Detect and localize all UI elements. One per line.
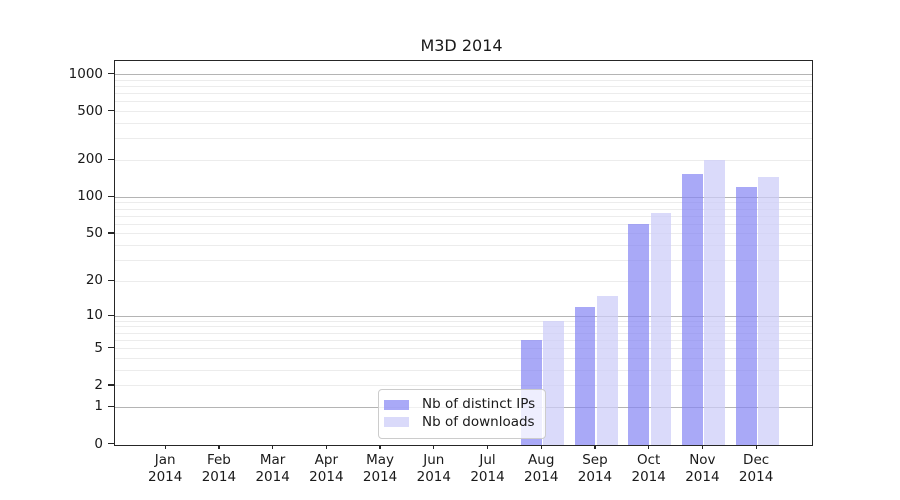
gridline-minor bbox=[114, 223, 812, 225]
gridline-minor bbox=[114, 79, 812, 81]
y-tick bbox=[107, 443, 114, 445]
gridline-minor bbox=[114, 233, 812, 235]
legend-label-distinct-ips: Nb of distinct IPs bbox=[422, 396, 536, 413]
y-tick bbox=[107, 110, 114, 112]
y-tick bbox=[107, 314, 114, 316]
x-tick bbox=[594, 444, 596, 449]
y-tick bbox=[107, 195, 114, 198]
x-tick bbox=[755, 444, 757, 449]
gridline-minor bbox=[114, 260, 812, 262]
gridline-minor bbox=[114, 339, 812, 341]
x-tick bbox=[433, 444, 435, 449]
gridline-minor bbox=[114, 280, 812, 282]
gridline-minor bbox=[114, 159, 812, 161]
x-tick bbox=[379, 444, 381, 449]
y-tick-label: 1000 bbox=[68, 65, 103, 82]
x-tick-label: Mar 2014 bbox=[255, 451, 290, 485]
y-tick-label: 2 bbox=[94, 376, 103, 393]
x-tick-label: Sep 2014 bbox=[577, 451, 613, 485]
bar-downloads-nov-2014 bbox=[704, 160, 726, 445]
y-tick-label: 500 bbox=[77, 102, 103, 119]
x-tick-label: Dec 2014 bbox=[738, 451, 774, 485]
x-tick-label: Jan 2014 bbox=[148, 451, 183, 485]
x-tick bbox=[325, 444, 327, 449]
gridline-minor bbox=[114, 369, 812, 371]
gridline-minor bbox=[114, 208, 812, 210]
y-tick-label: 0 bbox=[94, 435, 103, 452]
x-tick-label: Nov 2014 bbox=[685, 451, 720, 485]
gridline-minor bbox=[114, 101, 812, 103]
gridline-minor bbox=[114, 202, 812, 204]
y-tick-label: 5 bbox=[94, 339, 103, 356]
legend-label-downloads: Nb of downloads bbox=[422, 413, 535, 430]
x-tick-label: Apr 2014 bbox=[309, 451, 344, 485]
gridline-major bbox=[114, 196, 812, 198]
legend-item-distinct-ips: Nb of distinct IPs bbox=[384, 396, 540, 413]
x-tick bbox=[648, 444, 650, 449]
gridline-minor bbox=[114, 245, 812, 247]
y-tick-label: 10 bbox=[85, 307, 103, 324]
x-tick bbox=[164, 444, 166, 449]
y-tick bbox=[107, 347, 114, 349]
x-tick-label: Jun 2014 bbox=[416, 451, 451, 485]
x-tick-label: Feb 2014 bbox=[201, 451, 237, 485]
y-tick bbox=[107, 405, 114, 408]
bar-downloads-oct-2014 bbox=[650, 212, 672, 445]
bar-downloads-sep-2014 bbox=[596, 296, 618, 445]
gridline-minor bbox=[114, 85, 812, 87]
x-tick-label: Oct 2014 bbox=[631, 451, 666, 485]
x-tick bbox=[218, 444, 220, 449]
y-tick-label: 100 bbox=[77, 188, 103, 205]
gridline-minor bbox=[114, 138, 812, 140]
gridline-minor bbox=[114, 111, 812, 113]
x-tick bbox=[272, 444, 274, 449]
x-tick bbox=[540, 444, 542, 449]
bar-downloads-aug-2014 bbox=[543, 321, 564, 445]
gridline-major bbox=[114, 315, 812, 317]
bar-downloads-dec-2014 bbox=[758, 176, 779, 445]
bar-distinct-ips-nov-2014 bbox=[682, 174, 703, 445]
chart-title: M3D 2014 bbox=[420, 36, 503, 55]
gridline-major bbox=[114, 74, 812, 76]
y-tick bbox=[107, 384, 114, 386]
gridline-minor bbox=[114, 326, 812, 328]
bar-distinct-ips-oct-2014 bbox=[628, 224, 650, 445]
gridline-minor bbox=[114, 215, 812, 217]
x-tick bbox=[701, 444, 703, 449]
plot-area bbox=[113, 60, 813, 446]
gridline-minor bbox=[114, 332, 812, 334]
gridline-minor bbox=[114, 93, 812, 95]
legend-item-downloads: Nb of downloads bbox=[384, 414, 540, 431]
legend-swatch-downloads-icon bbox=[384, 417, 409, 428]
y-tick-label: 1 bbox=[94, 398, 103, 415]
y-tick bbox=[107, 279, 114, 282]
x-tick bbox=[486, 444, 489, 449]
gridline-minor bbox=[114, 385, 812, 387]
y-tick bbox=[107, 158, 114, 161]
y-tick bbox=[107, 232, 114, 234]
gridline-minor bbox=[114, 357, 812, 359]
gridline-minor bbox=[114, 348, 812, 350]
bar-distinct-ips-dec-2014 bbox=[735, 186, 757, 445]
gridline-minor bbox=[114, 320, 812, 322]
x-tick-label: May 2014 bbox=[362, 451, 398, 485]
legend-swatch-distinct-ips-icon bbox=[384, 399, 409, 410]
x-tick-label: Jul 2014 bbox=[470, 451, 505, 485]
y-tick-label: 20 bbox=[85, 272, 103, 289]
y-tick-label: 200 bbox=[77, 151, 103, 168]
bar-distinct-ips-sep-2014 bbox=[574, 307, 596, 445]
y-tick bbox=[107, 73, 114, 75]
legend: Nb of distinct IPs Nb of downloads bbox=[378, 388, 546, 439]
y-tick-label: 50 bbox=[85, 224, 103, 241]
x-tick-label: Aug 2014 bbox=[524, 451, 559, 485]
gridline-minor bbox=[114, 123, 812, 124]
